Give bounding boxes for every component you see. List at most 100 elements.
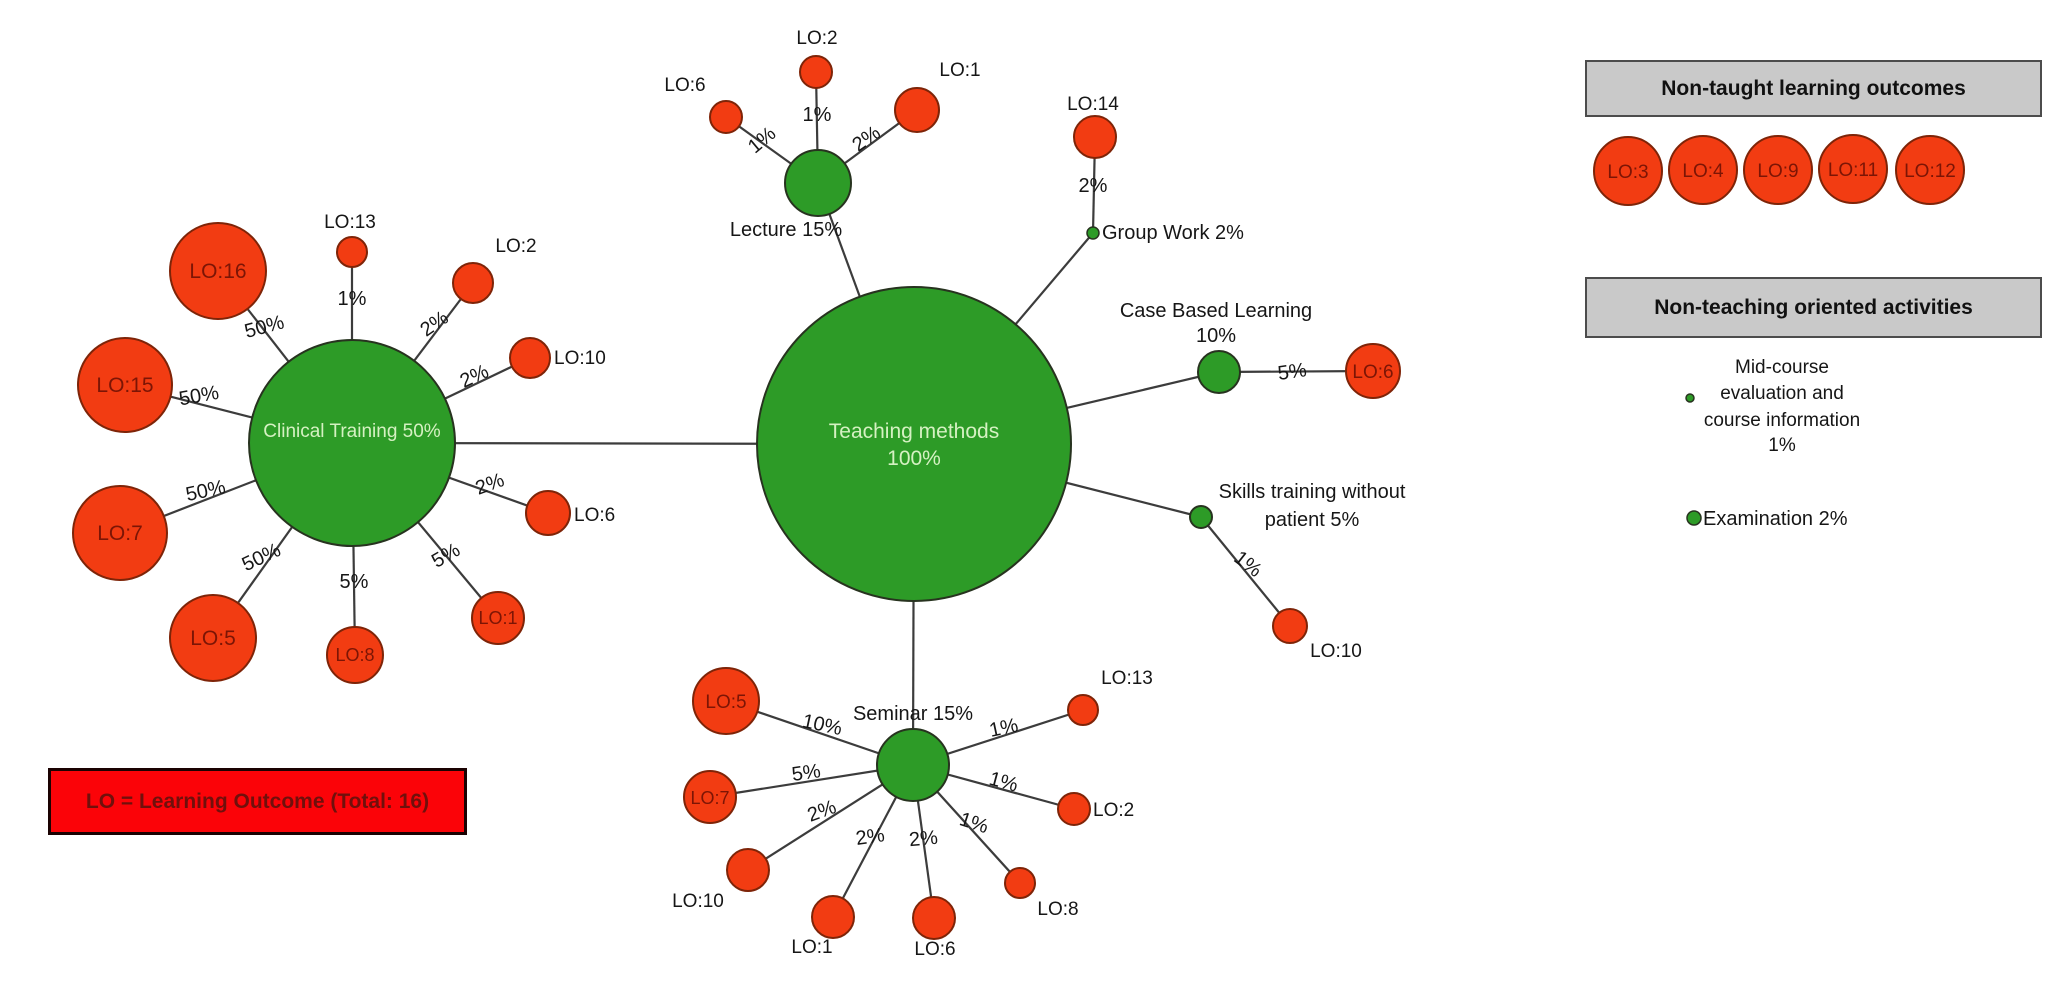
legend-box: LO = Learning Outcome (Total: 16) [48,768,467,835]
node-label-ct-lo8: LO:8 [335,645,374,665]
node-lec-lo6 [709,100,743,134]
node-nt-lo4 [1668,135,1738,205]
edge-label-clinical-training--ct-lo13: 1% [338,288,367,310]
edge-label-clinical-training--ct-lo6: 2% [473,469,508,500]
node-nt-lo3 [1593,136,1663,206]
edge-label-skills-training--sk-lo10: 1% [1230,547,1266,582]
node-label-mid-course-dot-3: 1% [1768,435,1796,456]
edge-label-seminar--sem-lo10: 2% [805,796,840,827]
node-label-nt-lo9: LO:9 [1757,161,1798,182]
edge-label-seminar--sem-lo13: 1% [987,714,1020,742]
node-label-nt-lo11: LO:11 [1828,160,1878,181]
node-label-ct-lo6: LO:6 [574,505,615,526]
node-label-sem-lo2: LO:2 [1093,800,1134,821]
node-sem-lo10 [726,848,770,892]
node-label-lec-lo1: LO:1 [939,60,980,81]
node-label-ct-lo13: LO:13 [324,212,376,233]
node-lecture [784,149,852,217]
edge-label-clinical-training--ct-lo16: 50% [242,311,287,343]
edge-label-seminar--sem-lo1: 2% [854,824,886,850]
node-ct-lo8 [326,626,384,684]
node-lec-lo1 [894,87,940,133]
node-label-sem-lo1: LO:1 [791,937,832,958]
node-label-case-based-learning-1: 10% [1196,325,1236,347]
edge-label-seminar--sem-lo2: 1% [987,768,1021,797]
node-label-ct-lo15: LO:15 [96,374,153,397]
node-ct-lo15 [77,337,173,433]
node-label-cbl-lo6: LO:6 [1352,362,1393,383]
node-label-sem-lo10: LO:10 [672,891,724,912]
edge-label-clinical-training--ct-lo1: 5% [428,539,464,573]
non-teaching-panel-title: Non-teaching oriented activities [1585,277,2042,338]
node-ct-lo1 [471,591,525,645]
node-label-ct-lo2: LO:2 [495,236,536,257]
node-label-case-based-learning: Case Based Learning [1120,300,1312,322]
edge-label-clinical-training--ct-lo15: 50% [177,382,220,411]
node-label-skills-training-1: patient 5% [1265,509,1360,531]
node-label-examination-dot: Examination 2% [1703,508,1848,530]
node-sem-lo13 [1067,694,1099,726]
node-sem-lo7 [683,770,737,824]
edge-label-lecture--lec-lo1: 2% [848,122,884,157]
node-cbl-lo6 [1345,343,1401,399]
node-label-lec-lo2: LO:2 [796,28,837,49]
node-sem-lo1 [811,895,855,939]
edge-label-clinical-training--ct-lo8: 5% [340,571,369,593]
node-sk-lo10 [1272,608,1308,644]
node-label-nt-lo12: LO:12 [1904,161,1956,182]
node-clinical-training [248,339,456,547]
node-label-skills-training: Skills training without [1219,481,1406,503]
edge-label-seminar--sem-lo7: 5% [790,760,822,786]
node-label-ct-lo16: LO:16 [189,260,246,283]
node-sem-lo6 [912,896,956,940]
node-label-nt-lo4: LO:4 [1682,161,1724,182]
node-seminar [876,728,950,802]
node-lec-lo2 [799,55,833,89]
node-label-ct-lo5: LO:5 [190,627,236,650]
node-ct-lo7 [72,485,168,581]
node-nt-lo9 [1743,135,1813,205]
node-label-teaching-methods-1: 100% [887,447,941,470]
edge-label-clinical-training--ct-lo10: 2% [457,360,493,392]
node-label-group-work: Group Work 2% [1102,222,1244,244]
node-ct-lo10 [509,337,551,379]
node-sem-lo8 [1004,867,1036,899]
node-label-sem-lo6: LO:6 [914,939,955,960]
node-label-ct-lo1: LO:1 [478,608,517,628]
non-taught-panel-title: Non-taught learning outcomes [1585,60,2042,117]
node-label-sem-lo13: LO:13 [1101,668,1153,689]
node-label-mid-course-dot: Mid-course [1735,357,1829,378]
edge-label-case-based-learning--cbl-lo6: 5% [1276,359,1308,385]
node-label-teaching-methods: Teaching methods [829,420,999,443]
node-examination-dot [1686,510,1702,526]
node-label-lecture: Lecture 15% [730,219,843,241]
edge-label-lecture--lec-lo2: 1% [803,104,832,126]
node-mid-course-dot [1685,393,1695,403]
node-nt-lo11 [1818,134,1888,204]
node-label-gw-lo14: LO:14 [1067,94,1119,115]
edge-label-seminar--sem-lo8: 1% [957,808,991,838]
node-label-nt-lo3: LO:3 [1607,162,1648,183]
edge-skills-training--sk-lo10 [1200,516,1291,627]
node-ct-lo6 [525,490,571,536]
node-label-sk-lo10: LO:10 [1310,641,1362,662]
edge-label-clinical-training--ct-lo2: 2% [416,307,452,342]
node-ct-lo16 [169,222,267,320]
node-label-clinical-training: Clinical Training 50% [263,421,441,442]
node-teaching-methods [756,286,1072,602]
node-label-sem-lo7: LO:7 [690,788,729,808]
node-ct-lo2 [452,262,494,304]
node-label-lec-lo6: LO:6 [664,75,705,96]
edge-label-seminar--sem-lo5: 10% [800,710,844,740]
node-label-ct-lo7: LO:7 [97,522,143,545]
node-label-sem-lo8: LO:8 [1037,899,1078,920]
node-label-seminar: Seminar 15% [853,703,973,725]
node-sem-lo2 [1057,792,1091,826]
node-skills-training [1189,505,1213,529]
node-label-ct-lo10: LO:10 [554,348,606,369]
node-case-based-learning [1197,350,1241,394]
node-ct-lo5 [169,594,257,682]
node-label-mid-course-dot-1: evaluation and [1720,383,1844,404]
